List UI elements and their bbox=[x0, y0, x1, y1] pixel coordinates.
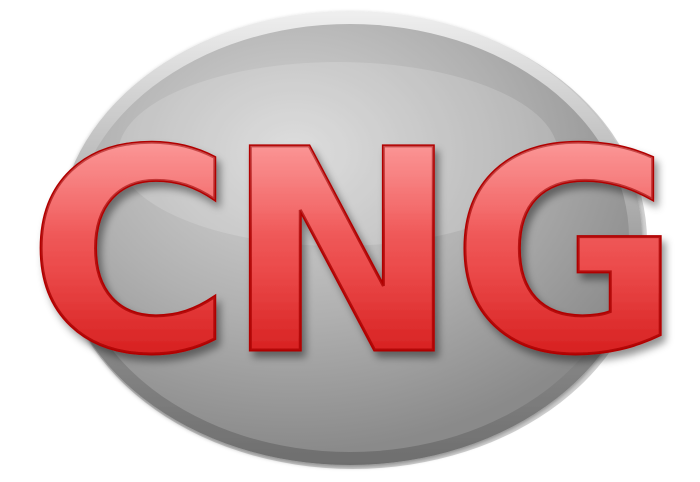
badge-highlight bbox=[118, 62, 558, 246]
badge-face bbox=[71, 24, 629, 452]
cng-text-shine: CNG bbox=[27, 91, 673, 417]
cng-text: CNG bbox=[27, 91, 673, 417]
cng-letters: CNG bbox=[26, 90, 683, 419]
